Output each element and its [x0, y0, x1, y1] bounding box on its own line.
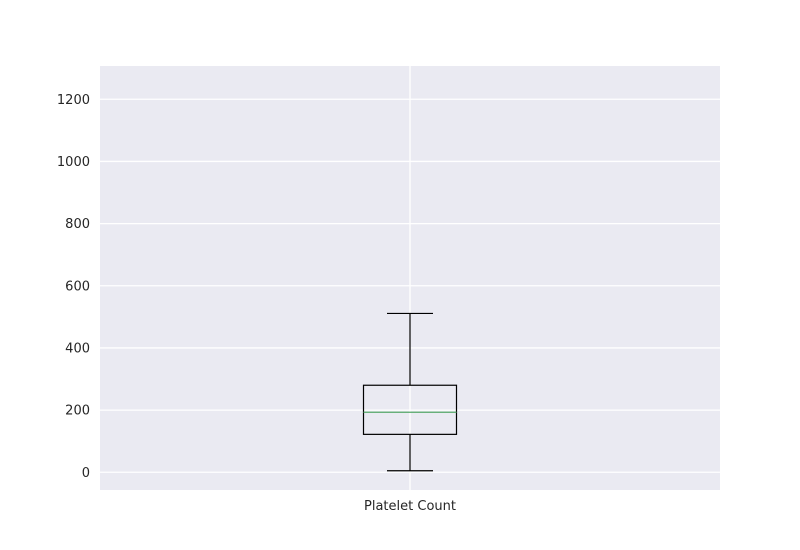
x-axis: Platelet Count	[364, 499, 456, 514]
box-series	[362, 312, 458, 472]
y-tick-label: 400	[65, 341, 90, 356]
y-tick-label: 800	[65, 217, 90, 232]
y-axis: 0 200 400 600 800 1000 1200	[57, 93, 90, 481]
y-tick-label: 600	[65, 279, 90, 294]
y-tick-label: 0	[82, 466, 90, 481]
y-tick-label: 1000	[57, 155, 90, 170]
y-tick-label: 200	[65, 404, 90, 419]
x-tick-label: Platelet Count	[364, 499, 456, 514]
y-tick-label: 1200	[57, 93, 90, 108]
box-iqr	[362, 384, 458, 435]
